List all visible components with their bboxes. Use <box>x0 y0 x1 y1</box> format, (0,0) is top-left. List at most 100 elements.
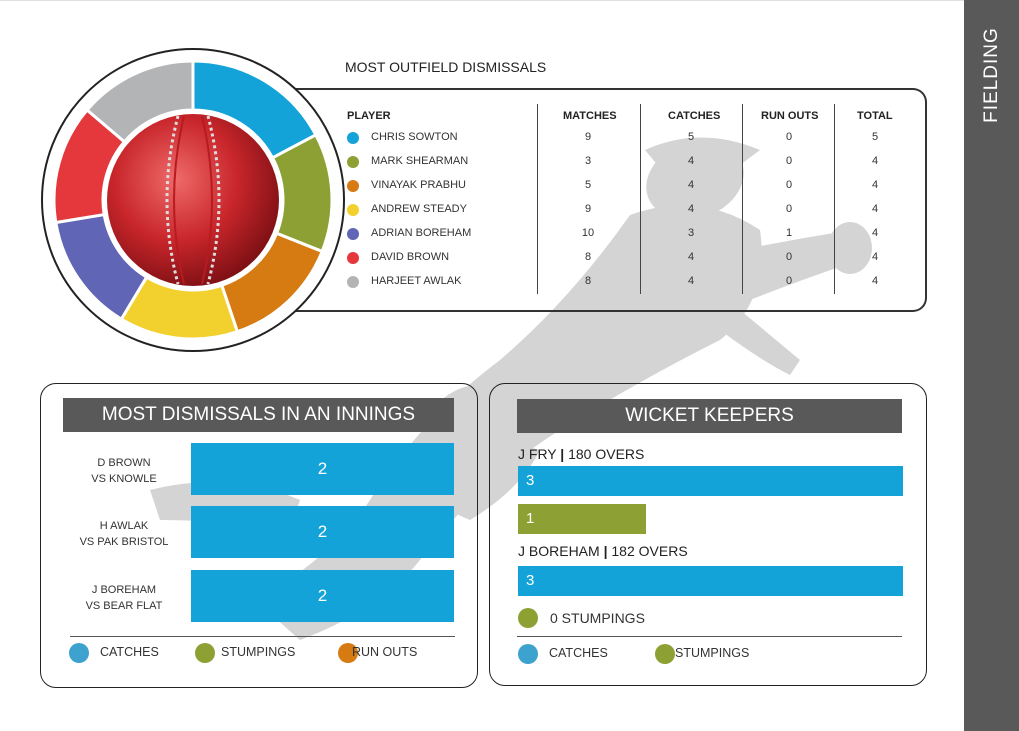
cell-total: 5 <box>871 131 879 143</box>
innings-title: MOST DISMISSALS IN AN INNINGS <box>63 398 454 432</box>
innings-label: J BOREHAM VS BEAR FLAT <box>70 582 178 614</box>
sidebar-title: FIELDING <box>964 0 1019 160</box>
cell-total: 4 <box>871 155 879 167</box>
cell-run-outs: 0 <box>785 179 793 191</box>
cell-matches: 8 <box>584 251 592 263</box>
cell-total: 4 <box>871 203 879 215</box>
legend-divider <box>517 636 902 637</box>
cell-run-outs: 0 <box>785 251 793 263</box>
player-color-dot <box>347 156 359 168</box>
cell-catches: 4 <box>687 179 695 191</box>
column-divider <box>537 104 538 294</box>
keeper-1-name: J FRY <box>518 446 557 462</box>
keeper-2-label: J BOREHAM | 182 OVERS <box>518 543 688 559</box>
player-name: VINAYAK PRABHU <box>371 179 466 191</box>
innings-player: D BROWN <box>97 457 151 469</box>
keeper-2-stumpings-dot <box>518 608 538 628</box>
player-color-dot <box>347 276 359 288</box>
player-color-dot <box>347 204 359 216</box>
player-color-dot <box>347 228 359 240</box>
cell-run-outs: 1 <box>785 227 793 239</box>
innings-bar: 2 <box>191 506 454 558</box>
player-name: DAVID BROWN <box>371 251 450 263</box>
innings-opponent: VS KNOWLE <box>91 473 157 485</box>
legend-label: STUMPINGS <box>675 646 750 660</box>
cell-total: 4 <box>871 227 879 239</box>
innings-bar: 2 <box>191 443 454 495</box>
column-divider <box>640 104 641 294</box>
legend-label: CATCHES <box>100 645 159 659</box>
keeper-2-catches-bar: 3 <box>518 566 903 596</box>
legend-label: STUMPINGS <box>221 645 296 659</box>
outfield-table-panel <box>293 88 927 312</box>
outfield-title: MOST OUTFIELD DISMISSALS <box>345 59 547 75</box>
keeper-1-catches-bar: 3 <box>518 466 903 496</box>
legend-label: CATCHES <box>549 646 608 660</box>
player-color-dot <box>347 252 359 264</box>
keeper-2-overs: 182 OVERS <box>611 543 688 559</box>
player-name: CHRIS SOWTON <box>371 131 458 143</box>
legend-dot <box>655 644 675 664</box>
legend-dot <box>338 643 358 663</box>
header-matches: MATCHES <box>563 110 617 122</box>
keeper-1-overs: 180 OVERS <box>568 446 645 462</box>
legend-dot <box>518 644 538 664</box>
innings-panel <box>40 383 478 688</box>
cell-matches: 10 <box>581 227 595 239</box>
keeper-1-label: J FRY | 180 OVERS <box>518 446 645 462</box>
keeper-2-stumpings-text: 0 STUMPINGS <box>550 610 645 626</box>
column-divider <box>742 104 743 294</box>
cell-catches: 4 <box>687 251 695 263</box>
cell-matches: 3 <box>584 155 592 167</box>
table-row: DAVID BROWN 8 4 0 4 <box>345 248 905 268</box>
legend-label: RUN OUTS <box>352 645 418 659</box>
player-name: HARJEET AWLAK <box>371 275 462 287</box>
player-name: MARK SHEARMAN <box>371 155 469 167</box>
header-catches: CATCHES <box>668 110 721 122</box>
cricket-ball-icon <box>107 114 279 286</box>
cell-catches: 3 <box>687 227 695 239</box>
keepers-title: WICKET KEEPERS <box>517 399 902 433</box>
innings-player: J BOREHAM <box>91 584 157 596</box>
sidebar-title-text: FIELDING <box>980 27 1002 123</box>
cell-matches: 9 <box>584 131 592 143</box>
innings-player: H AWLAK <box>99 520 149 532</box>
cell-total: 4 <box>871 179 879 191</box>
cell-total: 4 <box>871 275 879 287</box>
table-row: MARK SHEARMAN 3 4 0 4 <box>345 152 905 172</box>
cell-catches: 4 <box>687 275 695 287</box>
keeper-2-name: J BOREHAM <box>518 543 600 559</box>
cell-run-outs: 0 <box>785 155 793 167</box>
header-total: TOTAL <box>857 110 893 122</box>
cell-matches: 8 <box>584 275 592 287</box>
keepers-panel <box>489 383 927 686</box>
dismissals-donut-chart <box>41 48 345 352</box>
innings-label: H AWLAK VS PAK BRISTOL <box>70 518 178 550</box>
cell-catches: 4 <box>687 155 695 167</box>
cell-run-outs: 0 <box>785 203 793 215</box>
table-row: VINAYAK PRABHU 5 4 0 4 <box>345 176 905 196</box>
cell-total: 4 <box>871 251 879 263</box>
player-name: ANDREW STEADY <box>371 203 467 215</box>
donut-slice <box>84 59 195 144</box>
sidebar: FIELDING <box>964 0 1019 731</box>
player-color-dot <box>347 132 359 144</box>
table-row: ADRIAN BOREHAM 10 3 1 4 <box>345 224 905 244</box>
innings-opponent: VS BEAR FLAT <box>85 600 163 612</box>
cell-matches: 9 <box>584 203 592 215</box>
table-row: CHRIS SOWTON 9 5 0 5 <box>345 128 905 148</box>
header-player: PLAYER <box>347 110 391 122</box>
player-color-dot <box>347 180 359 192</box>
legend-divider <box>70 636 455 637</box>
cell-run-outs: 0 <box>785 131 793 143</box>
innings-bar: 2 <box>191 570 454 622</box>
innings-label: D BROWN VS KNOWLE <box>70 455 178 487</box>
cell-catches: 5 <box>687 131 695 143</box>
cell-run-outs: 0 <box>785 275 793 287</box>
header-run-outs: RUN OUTS <box>761 110 819 122</box>
cell-matches: 5 <box>584 179 592 191</box>
innings-opponent: VS PAK BRISTOL <box>79 536 169 548</box>
table-row: ANDREW STEADY 9 4 0 4 <box>345 200 905 220</box>
player-name: ADRIAN BOREHAM <box>371 227 472 239</box>
legend-dot <box>195 643 215 663</box>
